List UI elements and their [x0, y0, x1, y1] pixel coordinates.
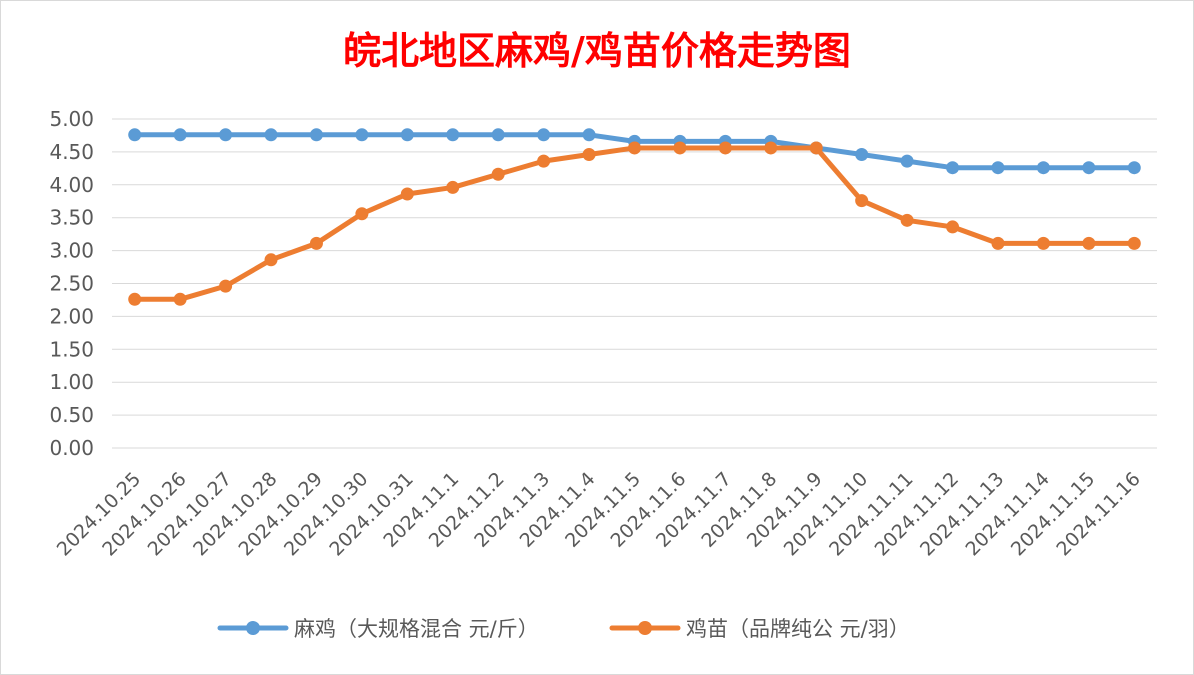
y-tick-label: 0.50 — [49, 403, 94, 427]
data-point — [991, 161, 1005, 175]
data-point — [309, 128, 323, 142]
y-tick-label: 3.50 — [49, 206, 94, 230]
data-point — [946, 220, 960, 234]
y-tick-label: 3.00 — [49, 239, 94, 263]
data-point — [809, 141, 823, 155]
y-tick-label: 1.00 — [49, 370, 94, 394]
data-point — [582, 148, 596, 162]
legend-label: 鸡苗（品牌纯公 元/羽） — [686, 617, 910, 641]
legend: 麻鸡（大规格混合 元/斤） 鸡苗（品牌纯公 元/羽） — [217, 617, 910, 641]
data-point — [219, 128, 233, 142]
y-tick-label: 2.50 — [49, 272, 94, 296]
data-point — [128, 128, 142, 142]
legend-label: 麻鸡（大规格混合 元/斤） — [294, 617, 539, 641]
data-point — [491, 167, 505, 181]
data-point — [355, 128, 369, 142]
x-axis-ticks: 2024.10.252024.10.262024.10.272024.10.28… — [53, 468, 1145, 560]
series-1 — [128, 128, 1141, 175]
data-point — [673, 141, 687, 155]
data-point — [991, 236, 1005, 250]
y-axis-ticks: 0.00 0.50 1.00 1.50 2.00 2.50 3.00 3.50 4.00 4.50… — [49, 107, 94, 460]
data-point — [264, 253, 278, 267]
data-point — [446, 128, 460, 142]
data-point — [1036, 161, 1050, 175]
data-point — [400, 128, 414, 142]
gridlines — [112, 118, 1157, 449]
data-point — [1127, 236, 1141, 250]
data-point — [1082, 161, 1096, 175]
legend-marker — [246, 621, 260, 635]
data-point — [628, 141, 641, 155]
data-point — [1082, 236, 1096, 250]
data-point — [491, 128, 505, 142]
data-point — [128, 292, 142, 306]
y-tick-label: 1.50 — [49, 337, 94, 361]
data-point — [718, 141, 732, 155]
y-tick-label: 5.00 — [49, 107, 94, 131]
legend-item: 鸡苗（品牌纯公 元/羽） — [609, 617, 910, 641]
y-tick-label: 4.00 — [49, 173, 94, 197]
data-point — [446, 180, 460, 194]
legend-item: 麻鸡（大规格混合 元/斤） — [217, 617, 539, 641]
data-point — [1036, 236, 1050, 250]
y-tick-label: 2.00 — [49, 304, 94, 328]
data-point — [219, 279, 233, 293]
data-point — [309, 236, 323, 250]
data-point — [264, 128, 278, 142]
series-layer — [128, 128, 1141, 306]
data-point — [1127, 161, 1141, 175]
series-2 — [128, 141, 1141, 306]
chart-title: 皖北地区麻鸡/鸡苗价格走势图 — [343, 29, 851, 73]
data-point — [537, 128, 551, 142]
data-point — [900, 154, 914, 168]
data-point — [173, 128, 187, 142]
data-point — [764, 141, 778, 155]
data-point — [537, 154, 551, 168]
y-tick-label: 4.50 — [49, 140, 94, 164]
data-point — [946, 161, 960, 175]
series-line — [132, 145, 1137, 302]
data-point — [855, 148, 869, 162]
data-point — [400, 187, 414, 201]
legend-marker — [638, 621, 652, 635]
data-point — [855, 194, 869, 208]
data-point — [355, 207, 369, 221]
data-point — [173, 292, 187, 306]
data-point — [582, 128, 596, 142]
y-tick-label: 0.00 — [49, 436, 94, 460]
data-point — [900, 213, 914, 227]
